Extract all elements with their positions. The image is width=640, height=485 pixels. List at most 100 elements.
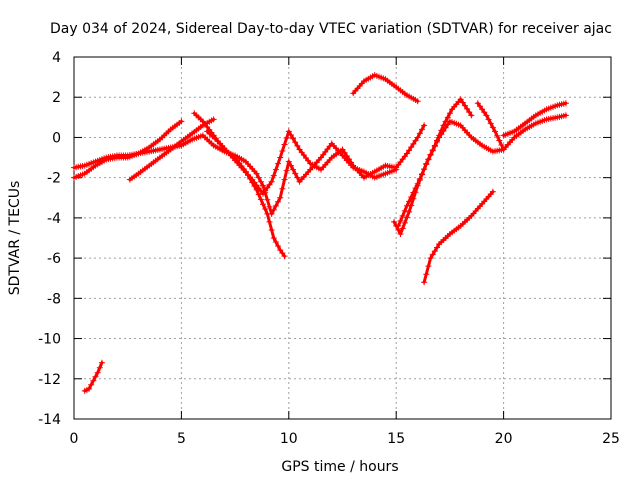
data-point	[287, 132, 294, 139]
data-point	[425, 263, 432, 270]
data-point	[294, 142, 301, 149]
data-point	[403, 214, 410, 221]
data-point	[270, 206, 277, 213]
series-track-10	[421, 188, 496, 286]
data-point	[436, 134, 443, 141]
data-point	[292, 170, 299, 177]
data-point	[391, 218, 398, 225]
data-point	[268, 178, 275, 185]
data-point	[266, 203, 273, 210]
x-tick-label: 20	[495, 431, 513, 447]
data-point	[438, 131, 445, 138]
data-point	[399, 212, 406, 219]
data-point	[279, 148, 286, 155]
x-axis-label: GPS time / hours	[281, 459, 398, 475]
data-point	[468, 112, 475, 119]
data-point	[414, 180, 421, 187]
data-point	[257, 196, 264, 203]
data-point	[562, 112, 569, 119]
x-tick-label: 15	[387, 431, 405, 447]
data-point	[459, 99, 466, 106]
data-point	[461, 102, 468, 109]
x-tick-label: 0	[70, 431, 79, 447]
data-point	[268, 210, 275, 217]
data-point	[440, 128, 447, 135]
data-point	[264, 184, 271, 191]
series-track-11	[474, 100, 569, 153]
data-point	[427, 255, 434, 262]
data-point	[421, 279, 428, 286]
data-point	[423, 271, 430, 278]
data-point	[403, 202, 410, 209]
data-point	[483, 112, 490, 119]
data-point	[496, 137, 503, 144]
data-point	[393, 166, 400, 173]
data-point	[266, 218, 273, 225]
data-point	[474, 100, 481, 107]
data-point	[425, 156, 432, 163]
grid-layer	[74, 57, 611, 419]
series-track-09	[395, 118, 507, 229]
data-point	[431, 248, 438, 255]
data-point	[294, 174, 301, 181]
data-point	[275, 198, 282, 205]
series-line	[392, 97, 473, 236]
data-point	[260, 182, 267, 189]
data-point	[275, 243, 282, 250]
data-point	[397, 217, 404, 224]
data-point	[466, 109, 473, 116]
data-point	[418, 126, 425, 133]
data-point	[414, 134, 421, 141]
data-point	[416, 175, 423, 182]
data-point	[481, 109, 488, 116]
data-point	[446, 110, 453, 117]
data-point	[281, 253, 288, 260]
data-point	[268, 226, 275, 233]
data-point	[429, 147, 436, 154]
data-point	[279, 185, 286, 192]
data-point	[178, 118, 185, 125]
data-point	[285, 158, 292, 165]
data-point	[442, 124, 449, 131]
data-point	[397, 230, 404, 237]
y-tick-label: 4	[52, 50, 61, 66]
series-line	[502, 101, 568, 137]
data-point	[96, 364, 103, 371]
data-point	[444, 114, 451, 121]
data-point	[260, 201, 267, 208]
data-point	[92, 373, 99, 380]
data-point	[408, 202, 415, 209]
data-point	[210, 116, 217, 123]
data-point	[272, 239, 279, 246]
data-point	[88, 381, 95, 388]
data-point	[98, 359, 105, 366]
ticks-layer: 0 5 10 15 20 25 -14 -12 -10 -8 -6 -4 -2 0 2 4	[38, 50, 620, 447]
data-point	[406, 198, 413, 205]
data-point	[479, 106, 486, 113]
data-point	[262, 189, 269, 196]
data-point	[277, 194, 284, 201]
data-point	[94, 369, 101, 376]
data-point	[290, 135, 297, 142]
data-point	[492, 128, 499, 135]
data-point	[429, 251, 436, 258]
data-point	[401, 219, 408, 226]
data-point	[281, 176, 288, 183]
data-point	[406, 208, 413, 215]
data-point	[416, 130, 423, 137]
data-point	[272, 166, 279, 173]
data-point	[457, 96, 464, 103]
data-point	[257, 178, 264, 185]
data-point	[401, 207, 408, 214]
data-point	[285, 128, 292, 135]
data-point	[266, 181, 273, 188]
data-point	[498, 141, 505, 148]
data-point	[421, 122, 428, 129]
data-point	[418, 171, 425, 178]
data-point	[487, 120, 494, 127]
data-point	[279, 250, 286, 257]
data-point	[434, 138, 441, 145]
data-point	[410, 189, 417, 196]
